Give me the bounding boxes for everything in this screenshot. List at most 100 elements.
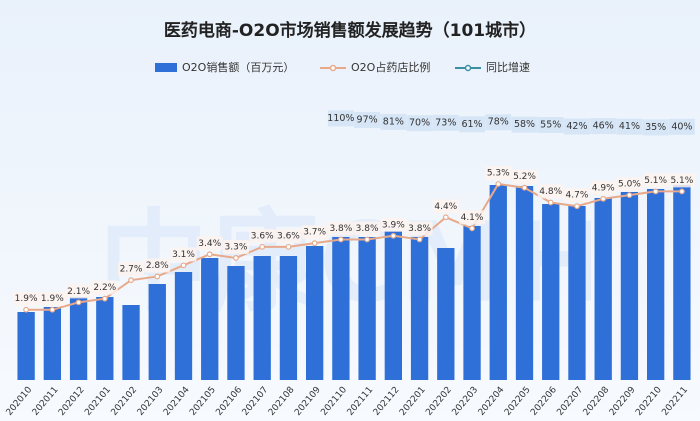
line-point bbox=[626, 192, 633, 198]
bar bbox=[305, 246, 324, 380]
data-label: 3.9% bbox=[382, 220, 405, 230]
line-point bbox=[23, 306, 30, 313]
label-box bbox=[642, 173, 669, 188]
chart-title: 医药电商-O2O市场销售额发展趋势（101城市） bbox=[164, 20, 536, 41]
data-label: 3.1% bbox=[172, 250, 195, 260]
label-box bbox=[380, 113, 407, 130]
data-label: 70% bbox=[409, 118, 430, 129]
data-label: 41% bbox=[619, 121, 640, 132]
label-box bbox=[196, 236, 223, 251]
label-box bbox=[406, 221, 433, 236]
line-point bbox=[390, 232, 397, 239]
bar bbox=[673, 185, 691, 380]
line-point bbox=[311, 240, 318, 247]
data-label: 3.3% bbox=[225, 242, 248, 252]
bar bbox=[384, 231, 403, 380]
legend-label: O2O占药店比例 bbox=[351, 60, 430, 74]
data-label: 81% bbox=[383, 116, 404, 127]
line-point bbox=[547, 199, 554, 206]
data-label: 42% bbox=[566, 121, 587, 132]
label-box bbox=[537, 184, 564, 199]
data-label: 5.1% bbox=[670, 176, 693, 186]
data-label: 3.7% bbox=[303, 228, 326, 238]
label-box bbox=[13, 291, 40, 306]
label-box bbox=[65, 284, 92, 299]
label-box bbox=[563, 188, 590, 203]
label-box bbox=[511, 169, 538, 184]
line-point bbox=[337, 236, 344, 243]
data-label: 3.8% bbox=[356, 224, 379, 234]
line-point bbox=[49, 306, 56, 313]
data-label: 58% bbox=[514, 119, 535, 130]
data-label: 5.1% bbox=[644, 176, 667, 186]
legend-label: O2O销售额（百万元） bbox=[182, 60, 294, 74]
label-box bbox=[432, 114, 459, 131]
label-box bbox=[249, 228, 276, 243]
line-point bbox=[521, 184, 528, 191]
data-label: 4.7% bbox=[566, 191, 589, 201]
line-point bbox=[75, 299, 82, 306]
data-label: 61% bbox=[461, 119, 482, 130]
bar bbox=[542, 204, 560, 380]
label-box bbox=[459, 210, 486, 225]
label-box bbox=[39, 291, 66, 306]
label-box bbox=[275, 228, 302, 243]
data-label: 1.9% bbox=[15, 294, 38, 304]
line-point bbox=[285, 243, 292, 250]
data-label: 5.3% bbox=[487, 169, 510, 179]
label-box bbox=[327, 221, 354, 236]
label-box bbox=[642, 119, 669, 136]
data-label: 5.0% bbox=[618, 180, 641, 190]
data-label: 46% bbox=[593, 121, 614, 132]
label-box bbox=[590, 118, 617, 135]
bar bbox=[358, 237, 376, 380]
label-box bbox=[144, 258, 171, 273]
data-label: 4.1% bbox=[461, 213, 484, 223]
data-label: 73% bbox=[435, 117, 456, 128]
bar bbox=[489, 185, 507, 380]
bar bbox=[463, 226, 481, 380]
bar bbox=[437, 248, 455, 380]
bar bbox=[201, 258, 219, 380]
data-label: 55% bbox=[540, 120, 561, 131]
data-label: 3.6% bbox=[251, 231, 274, 241]
legend: O2O销售额（百万元） O2O占药店比例 同比增速 bbox=[155, 60, 530, 74]
legend-swatch bbox=[155, 63, 177, 72]
data-label: 4.9% bbox=[592, 183, 615, 193]
bar bbox=[253, 256, 271, 380]
line-point bbox=[180, 262, 187, 269]
label-box bbox=[170, 247, 197, 262]
label-box bbox=[327, 110, 354, 127]
data-label: 4.4% bbox=[434, 202, 457, 212]
data-label: 2.1% bbox=[67, 287, 90, 297]
bar bbox=[620, 192, 639, 380]
line bbox=[26, 182, 682, 311]
bar bbox=[148, 284, 166, 380]
bar bbox=[69, 297, 88, 380]
data-label: 3.8% bbox=[408, 224, 431, 234]
label-box bbox=[563, 118, 590, 135]
label-box bbox=[485, 114, 512, 131]
line-point bbox=[600, 195, 607, 202]
label-box bbox=[616, 177, 643, 192]
label-box bbox=[616, 118, 643, 135]
label-box bbox=[668, 173, 695, 188]
line-point bbox=[154, 273, 161, 280]
label-box bbox=[485, 166, 512, 180]
label-box bbox=[354, 111, 381, 128]
label-box bbox=[380, 217, 407, 232]
legend-swatch bbox=[464, 64, 472, 72]
label-box bbox=[406, 115, 433, 132]
line-point bbox=[678, 188, 685, 195]
bar bbox=[594, 198, 612, 380]
label-box bbox=[511, 116, 538, 133]
label-box bbox=[537, 117, 564, 133]
line-point bbox=[128, 277, 134, 284]
line-point bbox=[495, 181, 502, 187]
line-point bbox=[101, 295, 108, 302]
data-label: 78% bbox=[488, 117, 509, 128]
bar bbox=[43, 307, 62, 380]
data-label: 3.4% bbox=[198, 239, 221, 249]
line-point bbox=[442, 214, 449, 221]
